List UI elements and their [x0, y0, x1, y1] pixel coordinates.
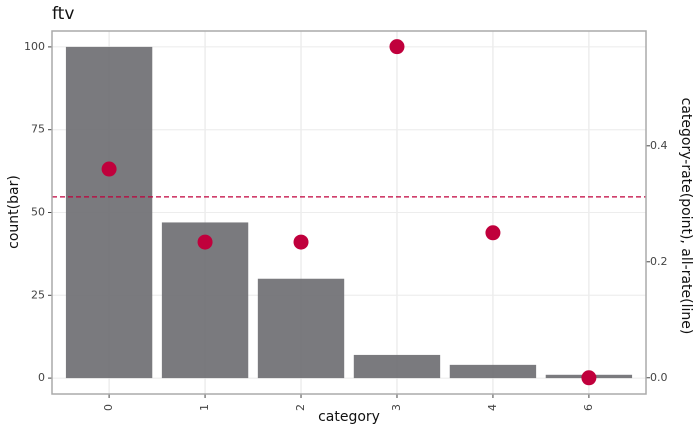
- y-axis-label: count(bar): [6, 175, 22, 249]
- panel-border: [51, 30, 647, 395]
- bar: [353, 354, 441, 379]
- y-tick-label: 100: [24, 40, 45, 53]
- rate-point: [485, 225, 501, 241]
- rate-point: [293, 234, 309, 250]
- bar: [65, 46, 153, 379]
- y2-tick-label: 0.4: [650, 139, 668, 152]
- chart-title: ftv: [52, 4, 74, 24]
- x-tick-label: 6: [582, 404, 595, 411]
- bar: [257, 278, 345, 379]
- x-tick-label: 0: [102, 404, 115, 411]
- y-tick-label: 75: [31, 123, 45, 136]
- x-tick-label: 1: [198, 404, 211, 411]
- x-axis-label: category: [318, 409, 380, 425]
- rate-point: [389, 39, 405, 55]
- x-tick-label: 3: [390, 404, 403, 411]
- y2-tick-label: 0.0: [650, 371, 668, 384]
- rate-point: [581, 370, 597, 386]
- x-tick-label: 4: [486, 404, 499, 411]
- y-tick-label: 50: [31, 206, 45, 219]
- y-tick-label: 0: [38, 371, 45, 384]
- rate-point: [197, 234, 213, 250]
- rate-point: [101, 161, 117, 177]
- y-tick-label: 25: [31, 288, 45, 301]
- bar: [449, 364, 537, 379]
- x-tick-label: 2: [294, 404, 307, 411]
- y2-axis-label: category-rate(point), all-rate(line): [678, 98, 694, 335]
- y2-tick-label: 0.2: [650, 255, 668, 268]
